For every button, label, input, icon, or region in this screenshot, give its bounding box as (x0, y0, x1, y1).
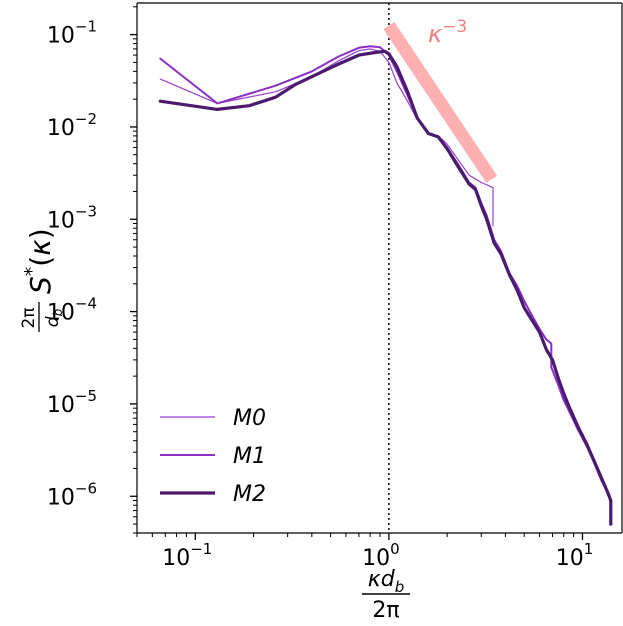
legend-label-m2: M2 (233, 482, 266, 507)
y-tick-label: 10−3 (47, 202, 97, 233)
y-tick-label: 10−2 (47, 110, 97, 141)
reference-slope: κ−3 (383, 17, 498, 184)
series-line-m2 (158, 49, 613, 526)
x-tick-label: 10−1 (162, 540, 212, 571)
x-tick-label: 100 (362, 540, 400, 571)
legend-label-m0: M0 (233, 406, 266, 431)
series-lines (158, 45, 613, 526)
x-tick-label: 101 (556, 540, 594, 571)
y-tick-label: 10−1 (47, 18, 97, 49)
x-axis-label-numerator: κdb (368, 567, 404, 596)
kappa-minus-3-line (383, 22, 498, 184)
axes: 10−1 100 101 10−6 10−5 10−4 10−3 10−2 10−1 (47, 2, 623, 571)
y-axis-label-main: S*(κ) (21, 228, 57, 294)
x-axis-label-denominator: 2π (372, 598, 399, 623)
y-axis-label-fraction-numerator: 2π (19, 307, 39, 328)
y-tick-label: 10−6 (47, 479, 97, 510)
legend-label-m1: M1 (233, 444, 266, 469)
kappa-minus-3-label: κ−3 (428, 17, 467, 48)
legend: M0 M1 M2 (160, 406, 266, 507)
y-tick-label: 10−4 (47, 295, 97, 326)
y-axis-label: 2π db S*(κ) (19, 228, 65, 332)
y-axis-label-fraction-denominator: db (43, 308, 65, 327)
y-tick-label: 10−5 (47, 387, 97, 418)
